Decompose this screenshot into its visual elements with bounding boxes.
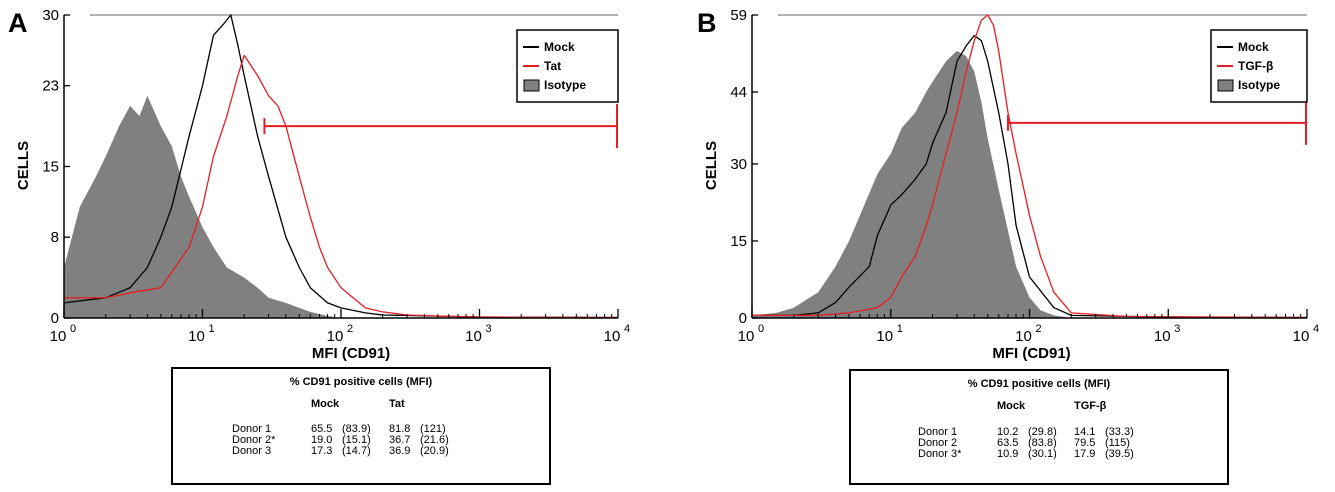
x-tick-exponent: 3 — [485, 323, 491, 335]
treatment-percent: 36.7 — [389, 434, 411, 446]
x-tick-label: 10 — [50, 328, 67, 345]
treatment-mfi: (39.5) — [1105, 448, 1134, 460]
mock-percent: 65.5 — [311, 423, 333, 435]
treatment-percent: 36.9 — [389, 445, 411, 457]
treatment-mfi: (21.6) — [420, 434, 449, 446]
table-title: % CD91 positive cells (MFI) — [967, 378, 1111, 390]
panel-label: A — [8, 8, 28, 38]
y-tick-label: 15 — [42, 159, 59, 176]
series-mock-line — [752, 34, 1308, 319]
mock-mfi: (29.8) — [1028, 426, 1057, 438]
series-mock-line — [63, 14, 619, 319]
treatment-percent: 79.5 — [1074, 437, 1096, 449]
legend-entry: Isotype — [544, 78, 586, 92]
treatment-mfi: (20.9) — [420, 445, 449, 457]
y-tick-label: 15 — [730, 233, 747, 250]
x-tick-label: 10 — [465, 328, 482, 345]
y-tick-label: 0 — [739, 310, 747, 327]
summary-table-a: % CD91 positive cells (MFI) Mock Tat Don… — [171, 367, 551, 485]
series-tat-line — [64, 54, 619, 319]
y-tick-label: 8 — [51, 229, 59, 246]
x-tick-exponent: 1 — [208, 323, 214, 335]
treatment-percent: 17.9 — [1074, 448, 1096, 460]
legend: Mock Tat Isotype — [516, 29, 619, 103]
x-tick-exponent: 2 — [1035, 323, 1041, 335]
legend-entry: Isotype — [1238, 78, 1280, 92]
treatment-mfi: (33.3) — [1105, 426, 1134, 438]
x-tick-exponent: 1 — [897, 323, 903, 335]
legend-entry: Mock — [544, 40, 575, 54]
x-tick-exponent: 0 — [758, 323, 764, 335]
x-tick-label: 10 — [604, 328, 621, 345]
legend-entry: TGF-β — [1238, 59, 1273, 73]
x-tick-exponent: 0 — [70, 323, 76, 335]
row-label: Donor 1 — [918, 426, 958, 438]
x-tick-label: 10 — [327, 328, 344, 345]
series-isotype-area — [752, 50, 1072, 319]
y-tick-label: 0 — [51, 310, 59, 327]
x-tick-label: 10 — [876, 328, 893, 345]
y-tick-label: 30 — [730, 156, 747, 173]
column-header-treatment: Tat — [389, 398, 405, 410]
column-header-mock: Mock — [997, 400, 1026, 412]
legend: Mock TGF-β Isotype — [1210, 29, 1308, 103]
panel-label: B — [697, 8, 717, 38]
x-tick-exponent: 4 — [624, 323, 630, 335]
mock-percent: 19.0 — [311, 434, 333, 446]
legend-swatch — [523, 79, 540, 92]
mock-mfi: (30.1) — [1028, 448, 1057, 460]
x-axis-label: MFI (CD91) — [992, 345, 1070, 362]
x-tick-label: 10 — [1015, 328, 1032, 345]
legend-swatch — [1217, 79, 1234, 92]
series-isotype-area — [64, 95, 341, 318]
mock-percent: 10.2 — [997, 426, 1019, 438]
x-tick-exponent: 2 — [347, 323, 353, 335]
table-title: % CD91 positive cells (MFI) — [289, 376, 433, 388]
summary-table-b: % CD91 positive cells (MFI) Mock TGF-β D… — [849, 369, 1229, 485]
legend-entry: Mock — [1238, 40, 1269, 54]
mock-percent: 17.3 — [311, 445, 333, 457]
x-tick-label: 10 — [1154, 328, 1171, 345]
legend-entry: Tat — [544, 59, 561, 73]
treatment-mfi: (121) — [420, 423, 446, 435]
column-header-treatment: TGF-β — [1074, 400, 1107, 412]
mock-mfi: (14.7) — [342, 445, 371, 457]
x-axis-label: MFI (CD91) — [312, 345, 390, 362]
x-tick-label: 10 — [738, 328, 755, 345]
treatment-mfi: (115) — [1105, 437, 1130, 449]
y-tick-label: 23 — [42, 78, 59, 95]
y-tick-label: 30 — [42, 7, 59, 24]
treatment-percent: 14.1 — [1074, 426, 1096, 438]
x-tick-exponent: 4 — [1313, 323, 1319, 335]
mock-mfi: (83.8) — [1028, 437, 1057, 449]
mock-percent: 10.9 — [997, 448, 1019, 460]
treatment-percent: 81.8 — [389, 423, 411, 435]
y-axis-label: CELLS — [15, 141, 32, 190]
series-tgf--line — [752, 14, 1308, 319]
column-header-mock: Mock — [311, 398, 340, 410]
row-label: Donor 2* — [232, 434, 276, 446]
row-label: Donor 1 — [232, 423, 272, 435]
y-tick-label: 44 — [730, 84, 747, 101]
row-label: Donor 2 — [918, 437, 958, 449]
row-label: Donor 3 — [232, 445, 272, 457]
mock-mfi: (15.1) — [342, 434, 371, 446]
x-tick-exponent: 3 — [1174, 323, 1180, 335]
x-tick-label: 10 — [188, 328, 205, 345]
y-axis-label: CELLS — [703, 141, 720, 190]
y-tick-label: 59 — [730, 7, 747, 24]
mock-percent: 63.5 — [997, 437, 1019, 449]
x-tick-label: 10 — [1293, 328, 1310, 345]
mock-mfi: (83.9) — [342, 423, 371, 435]
row-label: Donor 3* — [918, 448, 962, 460]
